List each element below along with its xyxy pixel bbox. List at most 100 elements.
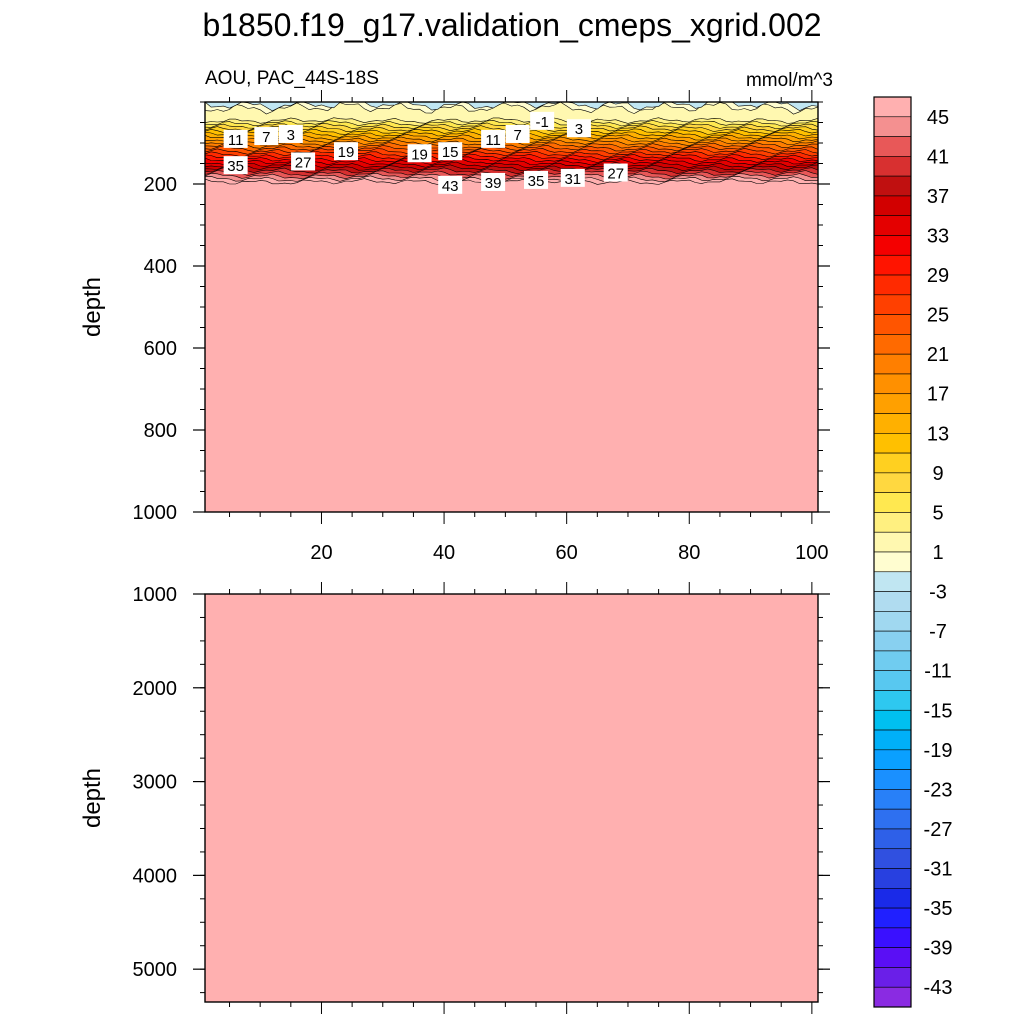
colorbar-label: 13 (927, 423, 949, 445)
colorbar-bin (873, 591, 912, 612)
y-tick-label: 1000 (133, 584, 178, 606)
colorbar-bin (873, 986, 912, 1008)
colorbar-label: -19 (924, 740, 953, 762)
contour-label: 35 (227, 158, 244, 175)
contour-label: 19 (411, 146, 428, 163)
contour-label: 11 (228, 132, 244, 149)
y-tick-label: 1000 (133, 502, 178, 524)
colorbar-label: 21 (927, 344, 949, 366)
colorbar-bin (873, 769, 912, 790)
contour-label-box (407, 144, 432, 163)
colorbar-label: -43 (924, 977, 953, 999)
contour-label-box (438, 175, 463, 194)
contour-label-box (481, 172, 506, 191)
x-tick-label: 80 (678, 542, 700, 564)
x-tick-label: 40 (433, 542, 455, 564)
colorbar-bin (873, 175, 912, 197)
colorbar-bin (873, 492, 912, 513)
contour-label-box (438, 142, 463, 161)
y-tick-label: 3000 (133, 772, 178, 794)
colorbar-bin (873, 709, 912, 731)
colorbar-bin (873, 254, 912, 276)
contour-label-box (505, 124, 530, 143)
colorbar-bin (873, 630, 912, 652)
contour-label: 11 (485, 132, 501, 149)
colorbar-bin (873, 967, 912, 988)
colorbar-bin (873, 116, 912, 137)
colorbar-label: -3 (929, 582, 947, 604)
contour-label-box (566, 119, 591, 138)
colorbar-label: 25 (927, 305, 949, 327)
colorbar-bin (873, 531, 912, 553)
colorbar-bin (873, 452, 912, 474)
contour-label: 35 (528, 173, 545, 190)
colorbar-bin (873, 512, 912, 533)
contour-label: 19 (338, 144, 355, 161)
colorbar-bin (873, 927, 912, 948)
contour-label: 3 (575, 121, 583, 138)
panel-frame (204, 593, 819, 1003)
y-axis-label: depth (79, 768, 106, 828)
contour-label-box (223, 129, 248, 148)
y-tick-label: 800 (144, 420, 177, 442)
y-tick-label: 200 (144, 174, 177, 196)
colorbar-label: 17 (927, 384, 949, 406)
colorbar-label: 45 (927, 107, 949, 129)
contour-label-box (560, 168, 585, 187)
contour-label-box (603, 163, 628, 182)
colorbar-label: -27 (924, 819, 953, 841)
contour-label-box (481, 129, 506, 148)
colorbar-bin (873, 314, 912, 335)
colorbar-label: 41 (927, 146, 949, 168)
contour-label: 43 (442, 178, 459, 195)
colorbar-bin (873, 888, 912, 909)
colorbar-bin (873, 729, 912, 751)
colorbar-label: -39 (924, 938, 953, 960)
contour-label-box (254, 127, 279, 146)
colorbar-bin (873, 413, 912, 434)
panel-background (205, 594, 818, 1002)
colorbar-bin (873, 571, 912, 592)
contour-label-box (524, 170, 549, 189)
colorbar-label: 1 (932, 542, 943, 564)
colorbar-label: 5 (932, 502, 943, 524)
contour-label: 27 (295, 154, 312, 171)
colorbar-bin (873, 690, 912, 711)
colorbar-bin (873, 907, 912, 929)
colorbar-bin (873, 789, 912, 810)
y-tick-label: 5000 (133, 959, 178, 981)
y-tick-label: 4000 (133, 865, 178, 887)
x-tick-label: 60 (556, 542, 578, 564)
contour-label: 7 (262, 129, 270, 146)
colorbar-bin (873, 215, 912, 236)
colorbar-bin (873, 334, 912, 355)
colorbar-label: -15 (924, 700, 953, 722)
colorbar-label: 29 (927, 265, 949, 287)
colorbar-bin (873, 96, 912, 118)
colorbar-label: 33 (927, 225, 949, 247)
contour-label-box (278, 124, 303, 143)
contour-band (204, 101, 819, 124)
colorbar-bin (873, 433, 912, 454)
colorbar-bin (873, 868, 912, 889)
colorbar-bin (873, 156, 912, 177)
colorbar-label: -7 (929, 621, 947, 643)
colorbar-label: -31 (924, 859, 953, 881)
contour-label-box (530, 111, 555, 130)
x-tick-label: 100 (795, 542, 828, 564)
colorbar-bin (873, 749, 912, 770)
contour-label-box (291, 152, 316, 171)
units-label: mmol/m^3 (746, 70, 833, 91)
colorbar-label: 37 (927, 186, 949, 208)
contour-label: 7 (513, 127, 521, 144)
colorbar-bin (873, 472, 912, 493)
colorbar-frame (873, 96, 912, 1008)
y-tick-label: 600 (144, 338, 177, 360)
colorbar-bin (873, 274, 912, 296)
field-label: AOU, PAC_44S-18S (205, 68, 379, 89)
colorbar-bin (873, 373, 912, 395)
colorbar: 45 41 37 33 29 25 21 17 13 9 5 1 -3 -7 -11 -15 -19 -23 -27… (873, 96, 953, 1008)
colorbar-bin (873, 551, 912, 573)
